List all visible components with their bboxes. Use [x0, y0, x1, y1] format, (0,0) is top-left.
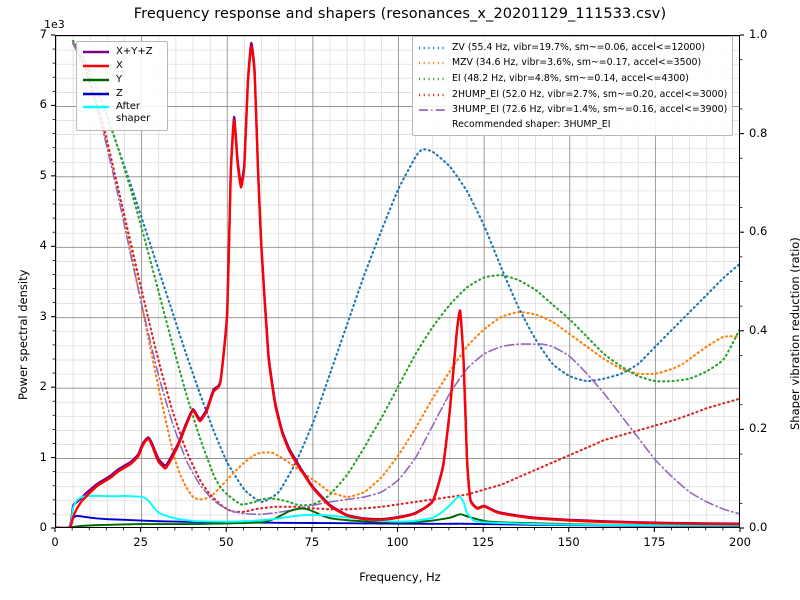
shaper-curve-mzv	[72, 42, 739, 501]
psd-curve-y	[70, 507, 739, 527]
y-tick-right-0.4: 0.4	[749, 322, 768, 337]
y-tick-left-0: 0	[39, 520, 47, 534]
psd-curve-x	[56, 45, 739, 527]
shaper-curve-2hump_ei	[72, 42, 739, 513]
y-tick-left-3: 3	[39, 308, 47, 323]
x-tick-175: 175	[643, 535, 666, 549]
y-tick-left-5: 5	[39, 167, 47, 182]
legend-line-swatch	[82, 74, 110, 86]
x-axis-label: Frequency, Hz	[359, 570, 441, 584]
y-tick-left-6: 6	[39, 97, 47, 112]
legend-item-z[interactable]: Z	[82, 87, 162, 101]
legend-line-swatch	[82, 46, 110, 58]
legend-line-swatch	[82, 88, 110, 100]
legend-line-swatch	[418, 57, 446, 69]
psd-curve-z	[69, 515, 739, 527]
legend-item-x[interactable]: X	[82, 59, 162, 73]
psd-curve-after-shaper	[69, 494, 739, 527]
legend-label: 3HUMP_EI (72.6 Hz, vibr=1.4%, sm~=0.16, …	[452, 104, 728, 116]
legend-item-2hump_ei[interactable]: 2HUMP_EI (52.0 Hz, vibr=2.7%, sm~=0.20, …	[418, 87, 727, 103]
shaper-curve-3hump_ei	[72, 42, 739, 516]
y-tick-left-4: 4	[39, 238, 47, 253]
legend-line-swatch	[82, 101, 110, 113]
legend-line-swatch	[418, 104, 446, 116]
y-tick-left-7: 7	[39, 27, 47, 41]
legend-item-3hump_ei[interactable]: 3HUMP_EI (72.6 Hz, vibr=1.4%, sm~=0.16, …	[418, 102, 727, 118]
legend-label: X	[116, 60, 123, 71]
shaper-curve-zv	[72, 39, 739, 503]
shaper-curves	[72, 39, 739, 516]
legend-item-y[interactable]: Y	[82, 73, 162, 87]
x-tick-125: 125	[472, 535, 495, 549]
legend-item-after-shaper[interactable]: After shaper	[82, 101, 162, 127]
legend-item-zv[interactable]: ZV (55.4 Hz, vibr=19.7%, sm~=0.06, accel…	[418, 40, 727, 56]
legend-line-swatch	[82, 60, 110, 72]
y-tick-left-2: 2	[39, 379, 47, 394]
legend-line-swatch	[418, 42, 446, 54]
recommended-shaper-note: Recommended shaper: 3HUMP_EI	[452, 118, 611, 130]
legend-item-mzv[interactable]: MZV (34.6 Hz, vibr=3.6%, sm~=0.17, accel…	[418, 56, 727, 72]
psd-curves	[56, 41, 739, 527]
chart-title: Frequency response and shapers (resonanc…	[133, 6, 667, 22]
x-tick-0: 0	[51, 535, 59, 549]
y-tick-right-0.8: 0.8	[749, 125, 768, 140]
x-tick-25: 25	[133, 535, 148, 549]
y-axis-offset-label: 1e3	[44, 18, 65, 31]
legend-label: 2HUMP_EI (52.0 Hz, vibr=2.7%, sm~=0.20, …	[452, 88, 728, 100]
x-tick-200: 200	[729, 535, 751, 549]
legend-label: After shaper	[116, 101, 151, 124]
legend-label: Z	[116, 88, 123, 99]
legend-label: MZV (34.6 Hz, vibr=3.6%, sm~=0.17, accel…	[452, 57, 702, 69]
y-axis-label-right: Shaper vibration reduction (ratio)	[788, 237, 800, 430]
legend-label: ZV (55.4 Hz, vibr=19.7%, sm~=0.06, accel…	[452, 41, 705, 53]
legend-item-x-y-z[interactable]: X+Y+Z	[82, 45, 162, 59]
legend-label: X+Y+Z	[116, 46, 153, 57]
x-tick-100: 100	[386, 535, 409, 549]
y-tick-right-0.0: 0.0	[749, 520, 768, 534]
legend-psd: X+Y+Z X Y Z After shaper	[76, 41, 168, 131]
x-tick-150: 150	[557, 535, 580, 549]
legend-item-ei[interactable]: EI (48.2 Hz, vibr=4.8%, sm~=0.14, accel<…	[418, 71, 727, 87]
y-tick-right-1.0: 1.0	[749, 27, 768, 41]
x-tick-75: 75	[304, 535, 320, 549]
legend-line-swatch	[418, 89, 446, 101]
legend-label: EI (48.2 Hz, vibr=4.8%, sm~=0.14, accel<…	[452, 72, 689, 84]
y-tick-right-0.2: 0.2	[749, 421, 768, 436]
legend-label: Y	[116, 74, 123, 85]
x-tick-50: 50	[218, 535, 234, 549]
legend-shapers: ZV (55.4 Hz, vibr=19.7%, sm~=0.06, accel…	[412, 36, 734, 136]
legend-line-swatch	[418, 73, 446, 85]
y-tick-left-1: 1	[39, 449, 47, 464]
y-tick-right-0.6: 0.6	[749, 224, 768, 239]
